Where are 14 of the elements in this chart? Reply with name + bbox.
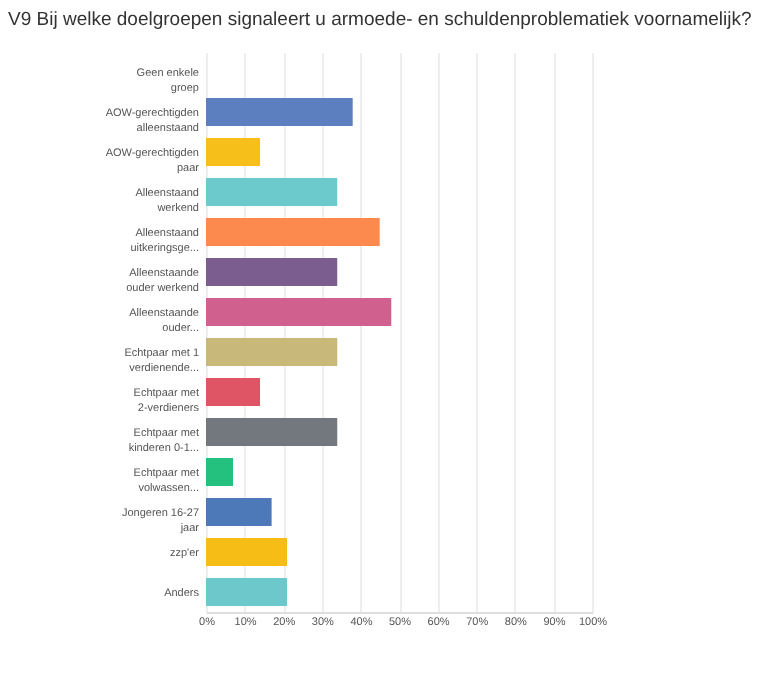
bar	[206, 578, 288, 606]
bar	[206, 178, 338, 206]
bar	[206, 458, 234, 486]
chart-title: V9 Bij welke doelgroepen signaleert u armoede- en schuldenproblematiek voornamelijk?	[8, 9, 752, 31]
bar	[206, 258, 338, 286]
bar	[206, 498, 272, 526]
bar	[206, 98, 353, 126]
bar	[206, 418, 338, 446]
bar	[206, 138, 261, 166]
bar	[206, 538, 288, 566]
bar	[206, 218, 380, 246]
bar	[206, 298, 392, 326]
bar	[206, 378, 261, 406]
bar	[206, 338, 338, 366]
